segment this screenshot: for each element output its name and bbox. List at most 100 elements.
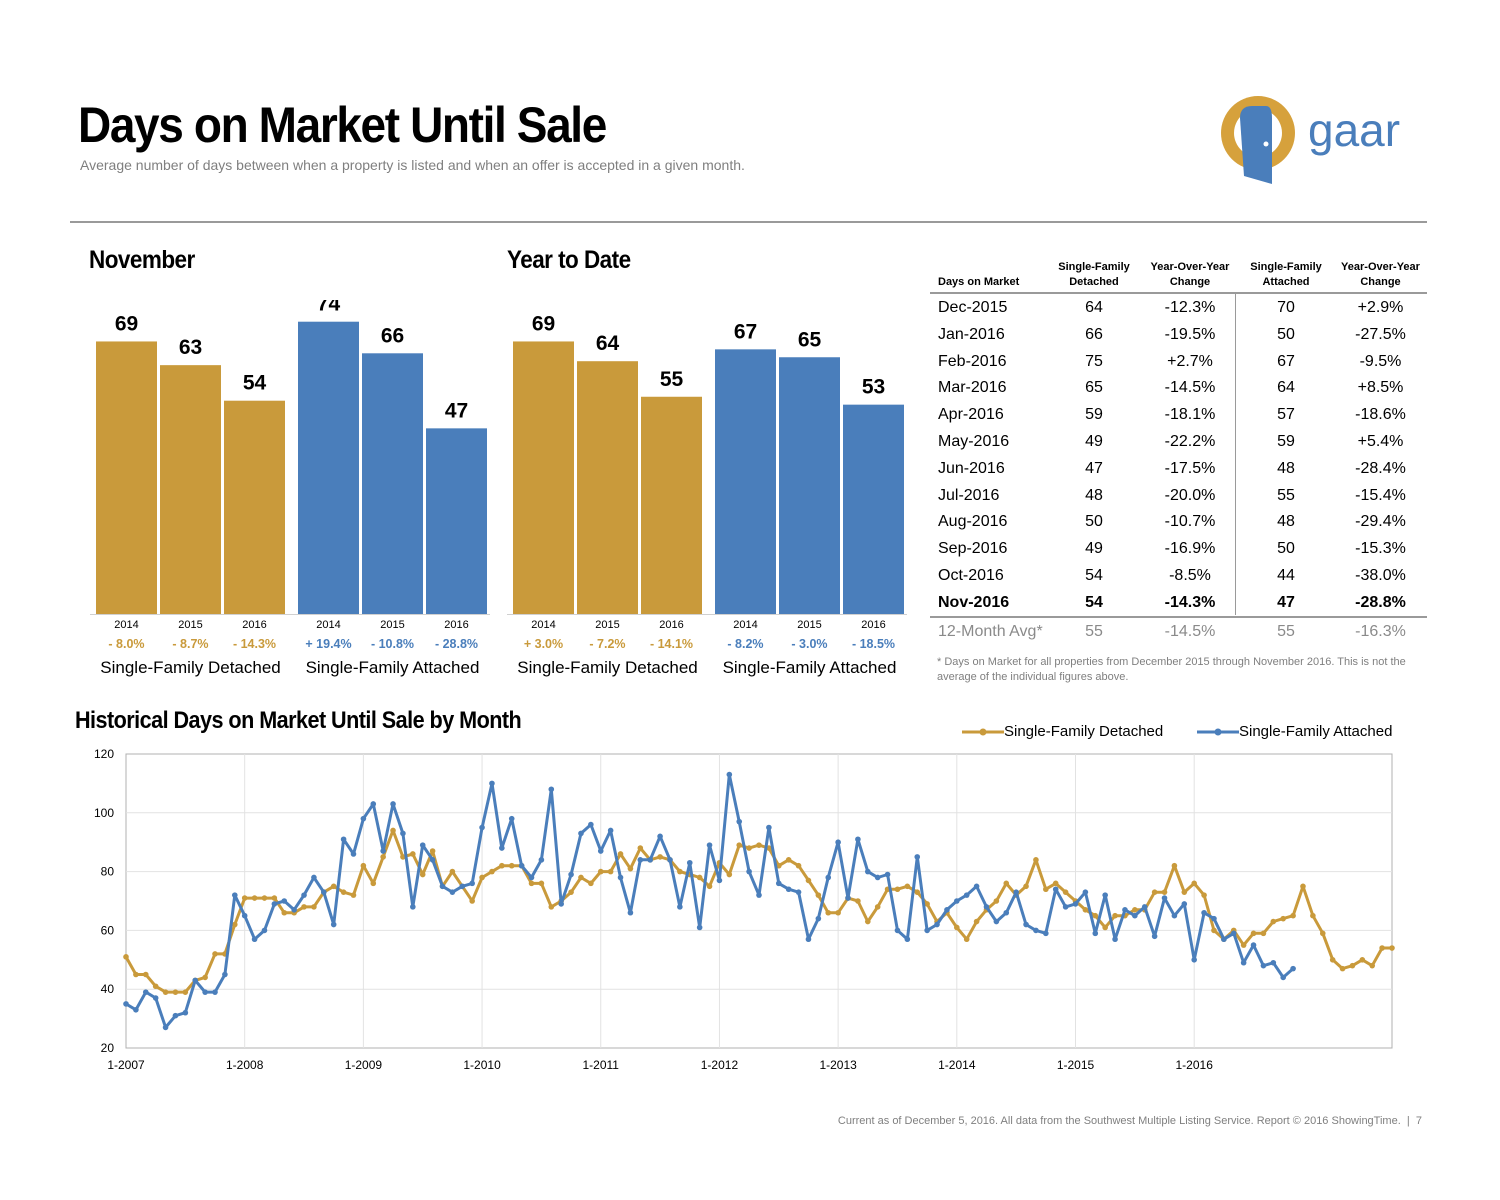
attached-point [192, 977, 199, 984]
detached-point [568, 889, 574, 895]
x-tick-label: 1-2015 [1057, 1058, 1095, 1072]
detached-point [874, 904, 881, 910]
attached-point [172, 1012, 179, 1019]
nov-bar-value: 63 [179, 336, 202, 359]
detached-point [825, 909, 832, 916]
detached-point [1211, 927, 1217, 934]
nov-change-label: - 10.8% [371, 637, 414, 651]
detached-point [617, 851, 624, 857]
attached-point [963, 892, 970, 898]
legend-detached: Single-Family Detached [962, 723, 1163, 740]
y-tick-label: 120 [94, 747, 114, 761]
table-cell: 47 [1277, 593, 1295, 611]
detached-point [756, 842, 762, 848]
detached-point [528, 880, 535, 887]
table-row: Feb-2016 75 +2.7% 67 -9.5% [930, 348, 1427, 375]
attached-point [568, 871, 574, 878]
ytd-bar [843, 404, 904, 614]
attached-point [1290, 965, 1296, 972]
detached-point [795, 862, 802, 869]
table-cell: -28.4% [1355, 459, 1406, 477]
detached-point [924, 901, 930, 907]
detached-point [281, 909, 288, 916]
attached-point [855, 836, 861, 843]
table-cell: -38.0% [1355, 567, 1406, 584]
table-cell: 64 [1277, 379, 1295, 397]
table-cell: 57 [1277, 406, 1295, 424]
table-cell: -16.9% [1164, 540, 1216, 558]
attached-point [904, 936, 911, 943]
detached-point [1052, 880, 1059, 887]
detached-point [390, 827, 396, 834]
detached-point [696, 874, 703, 881]
ytd-change-label: - 14.1% [650, 637, 693, 651]
table-row: Aug-2016 50 -10.7% 48 -29.4% [930, 508, 1427, 535]
attached-point [1250, 942, 1257, 948]
y-tick-label: 40 [101, 982, 115, 996]
attached-point [251, 936, 258, 943]
attached-point [162, 1024, 169, 1031]
detached-point [1240, 942, 1247, 948]
attached-point [785, 886, 792, 893]
detached-point [1043, 886, 1049, 893]
attached-point [647, 857, 654, 863]
attached-point [825, 874, 832, 881]
table-cell: 67 [1277, 352, 1295, 370]
table-header-cell: Year-Over-Year Change [1150, 261, 1230, 288]
attached-point [548, 786, 555, 793]
detached-point [677, 868, 683, 875]
attached-point [934, 921, 940, 928]
attached-point [1072, 901, 1079, 907]
attached-point [1013, 889, 1019, 895]
attached-point [884, 871, 891, 878]
attached-point [973, 883, 980, 890]
detached-point [1290, 912, 1296, 919]
attached-point [805, 936, 812, 943]
table-header-cell: Single-Family Detached [1058, 261, 1130, 288]
ytd-bar-chart: 69 2014 + 3.0% 64 2015 - 7.2% 55 2016 - 14.1% Sin… [507, 312, 907, 677]
attached-point [578, 830, 584, 837]
detached-point [1339, 965, 1346, 972]
detached-point [429, 848, 436, 854]
ytd-year-label: 2016 [659, 619, 683, 631]
detached-point [588, 880, 594, 887]
detached-point [469, 898, 475, 904]
table-cell: 49 [1085, 540, 1103, 558]
attached-point [1052, 886, 1059, 893]
attached-point [835, 839, 841, 845]
table-cell: 55 [1277, 486, 1295, 504]
detached-point [1191, 880, 1197, 887]
attached-point [924, 927, 930, 934]
table-cell: -18.1% [1164, 406, 1216, 424]
detached-point [1181, 889, 1188, 895]
table-cell: 75 [1085, 352, 1103, 370]
attached-point [1141, 904, 1148, 910]
detached-point [301, 904, 307, 910]
detached-point [805, 877, 812, 884]
attached-point [1043, 930, 1049, 937]
attached-point [1181, 901, 1188, 907]
detached-point [864, 918, 871, 925]
attached-point [1003, 909, 1010, 916]
detached-point [538, 880, 545, 887]
table-cell: -18.6% [1355, 406, 1406, 424]
table-cell: -29.4% [1355, 513, 1406, 531]
table-cell: -12.3% [1164, 299, 1216, 316]
attached-point [677, 904, 683, 910]
detached-point [627, 865, 634, 872]
table-cell: -22.2% [1164, 433, 1216, 450]
table-cell: 59 [1085, 406, 1103, 424]
table-cell: Jun-2016 [938, 459, 1005, 477]
table-cell: 70 [1277, 299, 1295, 316]
attached-point [231, 892, 238, 898]
nov-group-label: Single-Family Detached [100, 658, 280, 677]
detached-point [1062, 889, 1069, 895]
attached-point [696, 924, 703, 931]
nov-bar [362, 353, 423, 614]
y-tick-label: 20 [101, 1041, 115, 1055]
attached-point [350, 851, 357, 857]
attached-point [1151, 933, 1158, 940]
detached-point [1270, 918, 1277, 925]
detached-point [271, 895, 278, 901]
attached-point [627, 909, 634, 916]
